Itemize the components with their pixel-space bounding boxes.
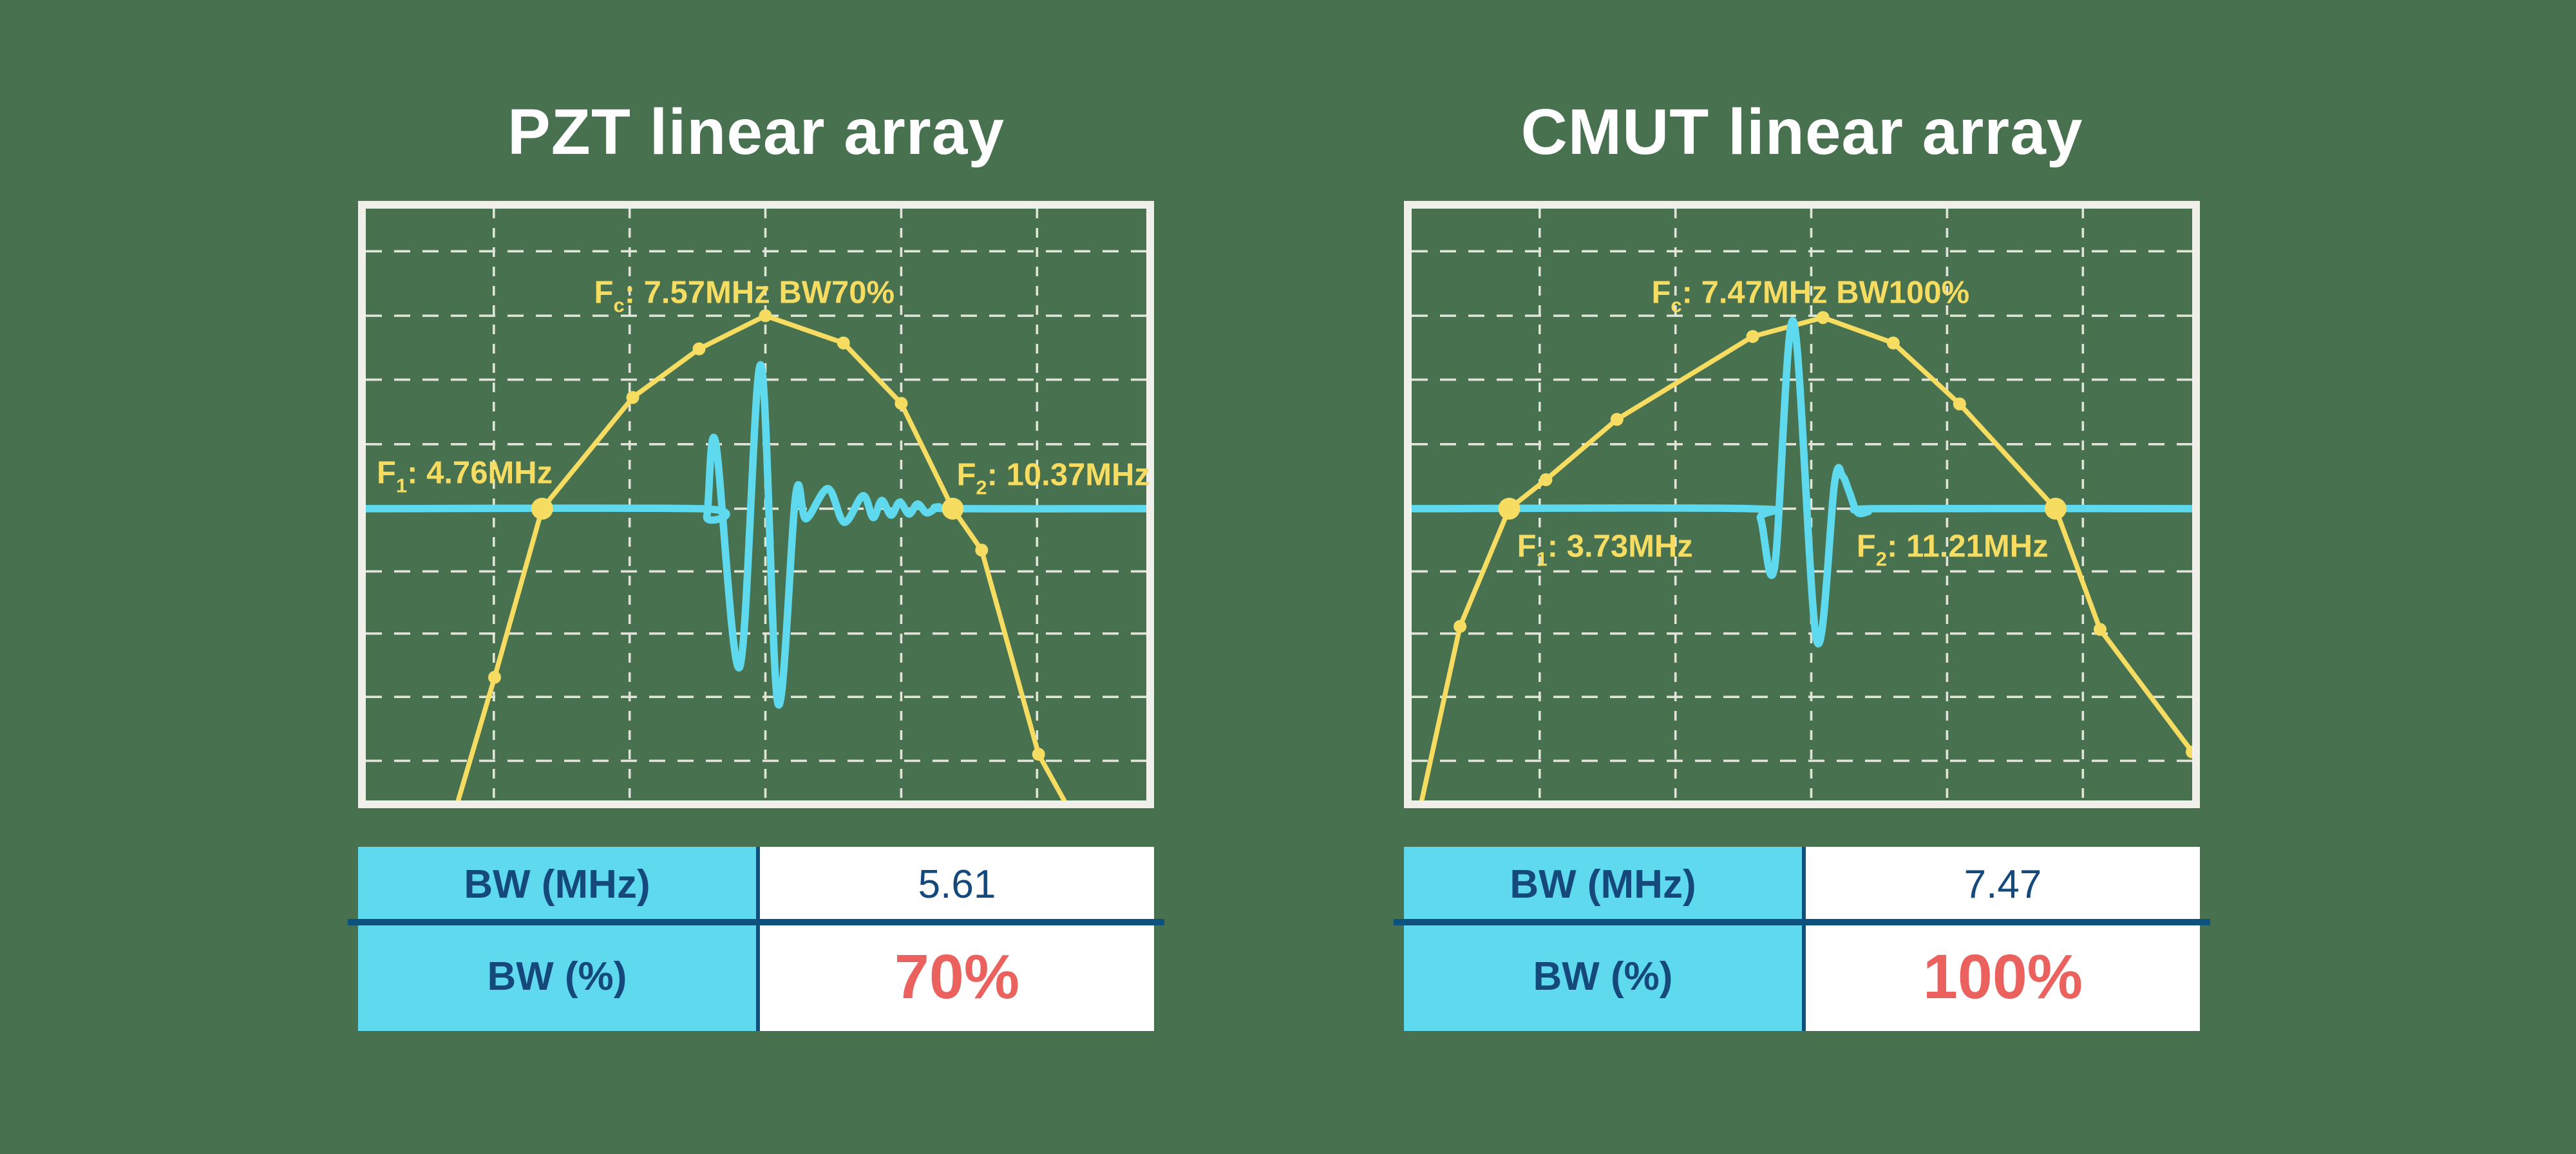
f1-annotation-pzt: F1: 4.76MHz: [376, 455, 553, 496]
bw-table-pzt: BW (MHz) 5.61 BW (%) 70%: [348, 847, 1164, 1031]
f1-symbol: F: [1517, 529, 1537, 564]
bw-pct-value: 100%: [1802, 922, 2200, 1031]
spectrum-markers: [1454, 311, 2192, 759]
page-title-pzt: PZT linear array: [507, 96, 1005, 168]
fc-symbol: F: [594, 275, 614, 310]
pulse-waveform: [1412, 317, 2192, 647]
bw-pct-header: BW (%): [1404, 922, 1802, 1031]
spectrum-curve: [455, 313, 1067, 800]
panel-cmut-linear-array: CMUT linear array Fc: 7.47MHz BW100% F1:…: [1394, 0, 2210, 1154]
spectrum-pulse-chart-cmut: [1412, 209, 2192, 800]
table-row: BW (%) 100%: [1404, 922, 2200, 1031]
fc-annotation-pzt: Fc: 7.57MHz BW70%: [594, 275, 895, 316]
chart-frame-pzt: Fc: 7.57MHz BW70% F1: 4.76MHz F2: 10.37M…: [358, 201, 1154, 808]
fc-subscript: c: [613, 294, 625, 317]
f1-annotation-cmut: F1: 3.73MHz: [1517, 529, 1693, 569]
f2-symbol: F: [956, 457, 976, 493]
table-row-separator: [348, 919, 1164, 925]
bw-mhz-header: BW (MHz): [1404, 847, 1802, 922]
panel-pzt-linear-array: PZT linear array Fc: 7.57MHz BW70% F1: 4…: [348, 0, 1164, 1154]
f2-symbol: F: [1856, 529, 1876, 564]
spectrum-markers: [488, 309, 1045, 761]
f1-subscript: 1: [395, 474, 408, 497]
f1-value: : 4.76MHz: [407, 455, 553, 491]
chart-frame-cmut: Fc: 7.47MHz BW100% F1: 3.73MHz F2: 11.21…: [1404, 201, 2200, 808]
fc-value: : 7.47MHz BW100%: [1681, 275, 1970, 310]
bw-pct-header: BW (%): [358, 922, 756, 1031]
bw-mhz-value: 5.61: [756, 847, 1154, 922]
bw-mhz-header: BW (MHz): [358, 847, 756, 922]
fc-symbol: F: [1651, 275, 1671, 310]
spectrum-pulse-chart-pzt: [366, 209, 1146, 800]
bw-table-cmut: BW (MHz) 7.47 BW (%) 100%: [1394, 847, 2210, 1031]
bw-mhz-value: 7.47: [1802, 847, 2200, 922]
table-row: BW (MHz) 7.47: [1404, 847, 2200, 922]
pulse-waveform: [366, 361, 1146, 709]
f2-subscript: 2: [1875, 547, 1888, 571]
f2-subscript: 2: [976, 476, 987, 499]
f2-annotation-cmut: F2: 11.21MHz: [1856, 529, 2049, 569]
fc-annotation-cmut: Fc: 7.47MHz BW100%: [1651, 275, 1970, 316]
table-row: BW (MHz) 5.61: [358, 847, 1154, 922]
bw-pct-value: 70%: [756, 922, 1154, 1031]
f1-value: : 3.73MHz: [1547, 529, 1693, 564]
fc-value: : 7.57MHz BW70%: [624, 275, 895, 310]
f2-annotation-pzt: F2: 10.37MHz: [956, 457, 1150, 498]
page-title-cmut: CMUT linear array: [1520, 96, 2083, 168]
f1-subscript: 1: [1536, 547, 1548, 571]
f2-value: : 11.21MHz: [1887, 529, 2049, 564]
fc-subscript: c: [1671, 294, 1682, 317]
table-row-separator: [1394, 919, 2210, 925]
f1-symbol: F: [376, 455, 396, 491]
f2-value: : 10.37MHz: [987, 457, 1150, 493]
table-row: BW (%) 70%: [358, 922, 1154, 1031]
